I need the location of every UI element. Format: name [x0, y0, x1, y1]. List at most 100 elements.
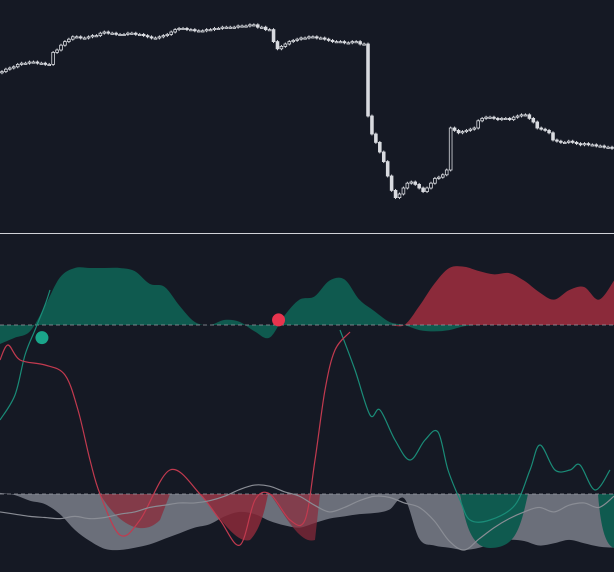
candle-body	[130, 32, 134, 35]
candle-body	[464, 129, 469, 132]
candle-body	[287, 41, 292, 45]
candle-body	[51, 52, 55, 65]
bear-overlay	[200, 494, 268, 541]
candle-body	[602, 145, 606, 148]
candle-body	[216, 27, 221, 30]
candle-body	[378, 141, 382, 153]
fast-momentum-line	[0, 484, 614, 551]
candle-body	[590, 144, 595, 147]
candle-body	[598, 145, 603, 148]
candle-body	[177, 27, 181, 30]
candle-body	[15, 64, 20, 68]
candle-body	[303, 37, 307, 40]
candle-body	[291, 40, 296, 43]
candle-body	[307, 36, 311, 39]
candle-body	[574, 141, 579, 144]
candle-body	[165, 34, 170, 37]
candle-body	[366, 43, 370, 117]
candle-body	[409, 181, 414, 184]
candle-body	[405, 182, 410, 189]
candle-body	[8, 67, 12, 70]
candle-body	[173, 29, 177, 33]
candle-body	[535, 121, 540, 129]
candle-body	[196, 30, 201, 33]
bear-area	[0, 266, 614, 327]
candle-body	[374, 133, 378, 143]
price-panel	[0, 23, 614, 200]
candle-body	[543, 128, 547, 131]
candle-body	[200, 30, 205, 33]
candle-body	[468, 128, 473, 131]
candle-body	[586, 143, 591, 146]
candle-body	[181, 27, 185, 30]
candle-body	[492, 116, 496, 119]
candle-body	[256, 24, 260, 28]
signal-line-teal	[339, 329, 611, 523]
candle-body	[484, 116, 488, 119]
candle-body	[318, 37, 323, 40]
candle-body	[476, 120, 480, 129]
candle-body	[322, 37, 327, 40]
candle-body	[102, 31, 107, 34]
candle-body	[118, 34, 122, 37]
candle-body	[456, 129, 461, 134]
candle-body	[441, 174, 445, 178]
candle-body	[547, 129, 551, 134]
candle-body	[519, 114, 524, 117]
candle-body	[39, 62, 44, 65]
candle-body	[236, 25, 240, 28]
candle-body	[413, 181, 418, 185]
candle-body	[350, 41, 355, 44]
candle-body	[578, 143, 583, 146]
candle-body	[563, 141, 567, 144]
candle-body	[460, 131, 465, 134]
candle-body	[74, 36, 79, 39]
candle-body	[299, 37, 303, 40]
candle-body	[385, 161, 390, 177]
candle-body	[169, 31, 173, 35]
candle-body	[4, 68, 8, 72]
candle-body	[82, 37, 87, 40]
candle-body	[23, 62, 28, 65]
candle-body	[393, 189, 398, 198]
candle-body	[94, 35, 99, 38]
candle-body	[232, 26, 236, 29]
candle-body	[122, 34, 126, 37]
candle-body	[283, 43, 288, 47]
candle-body	[204, 29, 209, 32]
candle-body	[11, 66, 16, 69]
candle-body	[71, 36, 75, 40]
candle-body	[19, 62, 24, 65]
candle-body	[0, 71, 4, 74]
candle-body	[161, 35, 166, 38]
candle-body	[425, 187, 429, 192]
candle-body	[531, 118, 536, 123]
candle-body	[208, 29, 213, 32]
candle-body	[220, 26, 225, 29]
candle-body	[55, 49, 59, 53]
sell-signal-dot	[272, 313, 286, 327]
candle-body	[47, 64, 51, 67]
candle-body	[610, 146, 614, 149]
candle-body	[106, 31, 111, 34]
candle-body	[137, 34, 142, 37]
candle-body	[271, 29, 276, 43]
oscillator-panel	[0, 266, 614, 551]
candle-body	[401, 187, 406, 195]
candle-body	[433, 177, 437, 184]
candle-body	[500, 118, 504, 121]
candle-body	[326, 38, 331, 41]
candle-body	[43, 62, 48, 65]
candle-body	[185, 27, 189, 30]
candle-body	[452, 127, 457, 131]
candle-body	[566, 140, 571, 143]
candle-body	[381, 151, 386, 162]
candle-body	[389, 175, 394, 191]
candle-body	[515, 115, 520, 118]
candle-body	[496, 118, 500, 121]
candle-body	[145, 35, 150, 38]
candle-body	[480, 118, 484, 122]
candle-body	[59, 44, 63, 51]
candle-body	[90, 35, 95, 38]
